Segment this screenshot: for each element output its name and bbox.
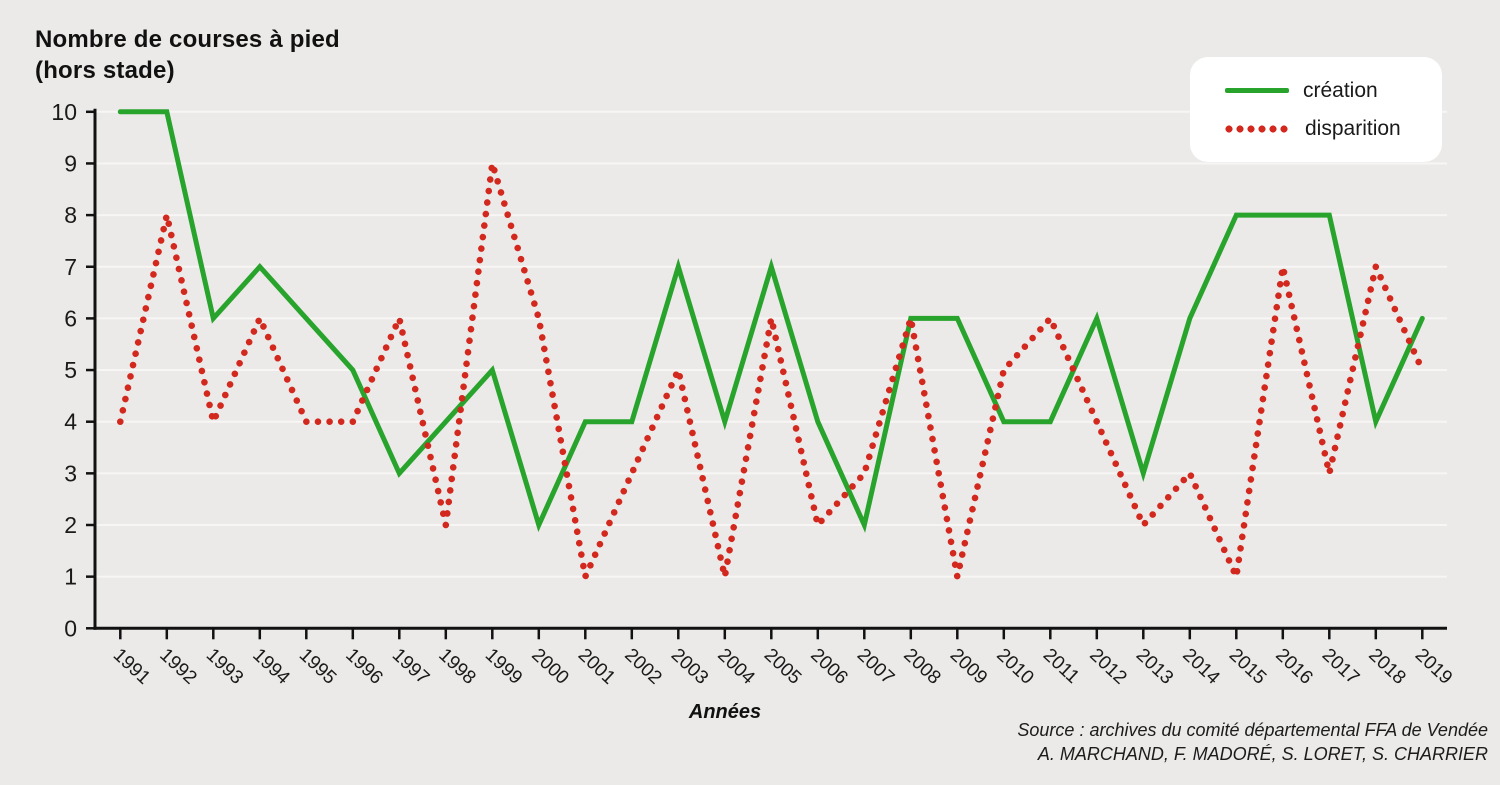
x-tick-label-1995: 1995: [295, 645, 340, 689]
x-tick-label-1993: 1993: [202, 645, 247, 689]
legend-item-creation: création: [1225, 79, 1442, 103]
y-tick-label-6: 6: [64, 305, 77, 331]
x-tick-label-2018: 2018: [1364, 645, 1409, 689]
x-tick-label-2001: 2001: [574, 645, 619, 689]
chart-title-line2: (hors stade): [35, 57, 175, 84]
y-tick-label-4: 4: [64, 409, 77, 435]
disparition-dots-swatch: [1225, 124, 1291, 133]
chart-title: Nombre de courses à pied (hors stade): [35, 24, 340, 86]
x-tick-label-2010: 2010: [992, 645, 1037, 689]
x-tick-label-1996: 1996: [341, 645, 386, 689]
x-tick-label-2014: 2014: [1178, 645, 1224, 689]
x-tick-label-2003: 2003: [667, 645, 712, 689]
x-tick-label-1999: 1999: [481, 645, 526, 689]
legend-label-disparition: disparition: [1305, 116, 1401, 140]
legend-box: création disparition: [1190, 57, 1442, 162]
x-tick-label-2007: 2007: [853, 645, 898, 689]
legend-label-creation: création: [1303, 78, 1378, 102]
y-tick-label-8: 8: [64, 202, 77, 228]
x-tick-label-2019: 2019: [1411, 645, 1456, 689]
source-credit: Source : archives du comité départementa…: [1017, 718, 1488, 766]
disparition-dotted-line: [117, 160, 1426, 580]
x-tick-label-1997: 1997: [388, 645, 433, 689]
x-tick-label-2011: 2011: [1039, 645, 1083, 688]
x-tick-label-2012: 2012: [1085, 645, 1130, 689]
x-tick-label-2016: 2016: [1271, 645, 1316, 689]
x-tick-label-1991: 1991: [109, 645, 154, 689]
x-tick-label-2004: 2004: [713, 645, 759, 689]
legend-item-disparition: disparition: [1225, 117, 1442, 141]
source-line2: A. MARCHAND, F. MADORÉ, S. LORET, S. CHA…: [1037, 744, 1488, 764]
y-tick-label-10: 10: [51, 99, 77, 125]
source-line1: Source : archives du comité départementa…: [1017, 720, 1488, 740]
x-tick-label-1992: 1992: [155, 645, 200, 689]
x-tick-label-2006: 2006: [806, 645, 851, 689]
y-tick-label-2: 2: [64, 512, 77, 538]
y-tick-label-5: 5: [64, 357, 77, 383]
x-tick-label-2013: 2013: [1132, 645, 1177, 689]
y-tick-label-0: 0: [64, 615, 77, 641]
x-tick-label-2015: 2015: [1225, 645, 1270, 689]
chart-title-line1: Nombre de courses à pied: [35, 26, 340, 53]
x-tick-label-1998: 1998: [434, 645, 479, 689]
x-tick-label-2008: 2008: [899, 645, 944, 689]
creation-line: [117, 109, 1425, 533]
x-tick-label-2017: 2017: [1318, 645, 1363, 689]
x-tick-label-1994: 1994: [248, 645, 294, 689]
x-tick-label-2000: 2000: [527, 645, 572, 689]
y-tick-label-9: 9: [64, 150, 77, 176]
x-tick-label-2002: 2002: [620, 645, 665, 689]
x-tick-label-2005: 2005: [760, 645, 805, 689]
x-tick-label-2009: 2009: [946, 645, 991, 689]
y-tick-label-3: 3: [64, 460, 77, 486]
x-axis-title: Années: [688, 701, 762, 723]
y-tick-label-1: 1: [64, 564, 77, 590]
y-tick-label-7: 7: [64, 254, 77, 280]
creation-line-swatch: [1225, 88, 1289, 93]
